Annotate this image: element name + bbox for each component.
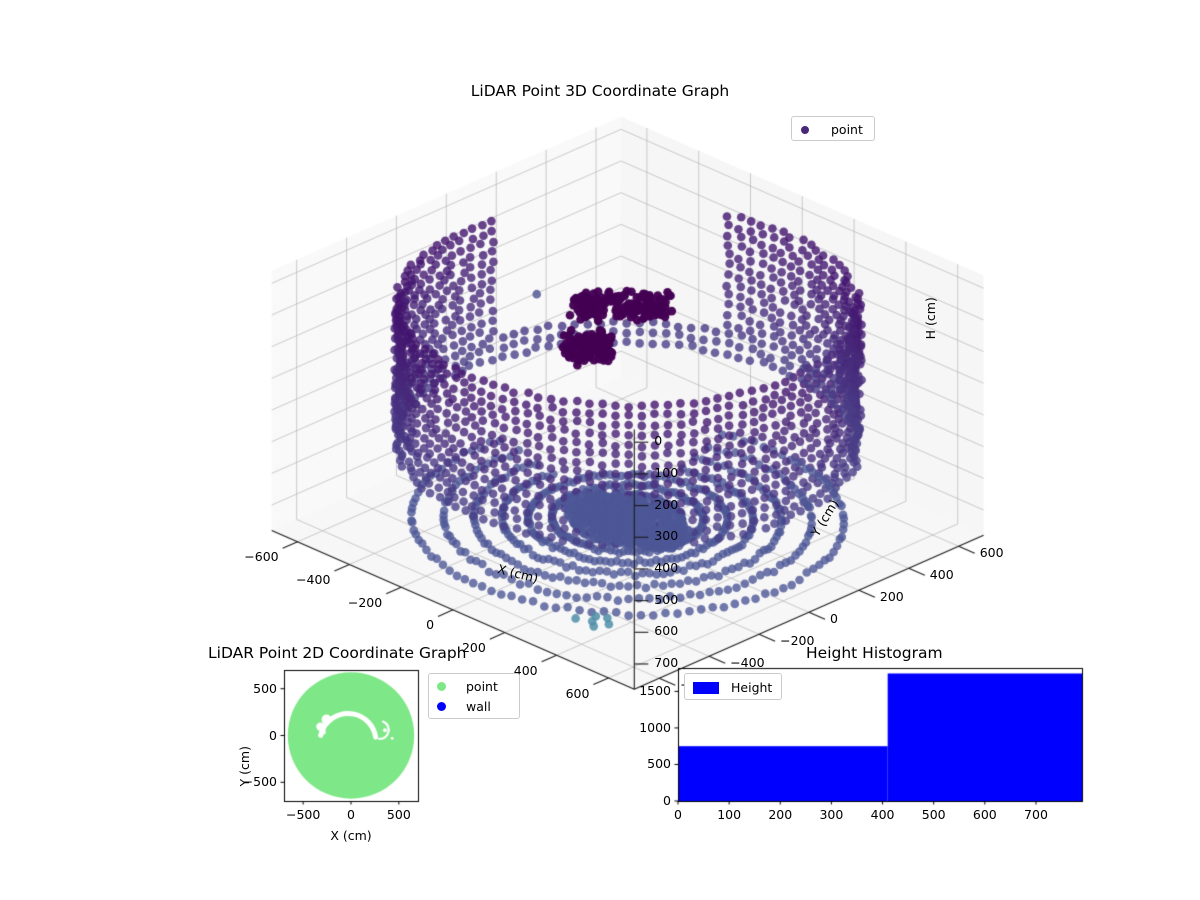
lidar-figure: LiDAR Point 3D Coordinate Graph LiDAR Po… <box>0 0 1200 900</box>
plots-canvas <box>0 0 1200 900</box>
